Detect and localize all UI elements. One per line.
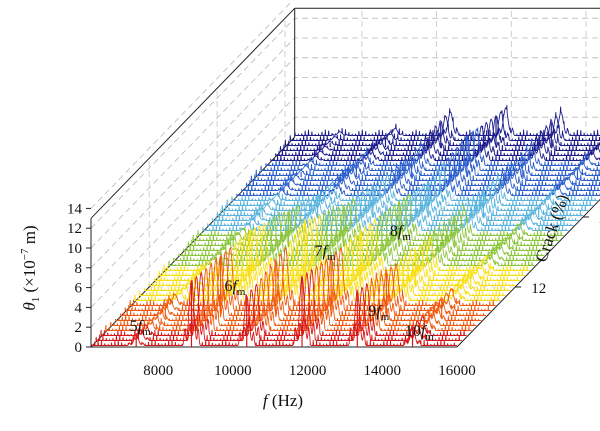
grid-line-y [90, 77, 600, 288]
spectrum-line [139, 233, 506, 297]
spectrum-line [182, 203, 550, 252]
spectrum-line [289, 110, 600, 142]
x-tick-label: 8000 [143, 363, 173, 379]
y-tick-label: 0 [75, 340, 83, 356]
spectrum-line [279, 118, 600, 152]
floor-left-edge [90, 136, 296, 348]
spectrum-line [216, 180, 584, 217]
spectrum-line [143, 225, 511, 292]
spectrum-line [274, 121, 600, 157]
harmonic-label: 8fm [390, 223, 411, 243]
harmonic-label: 6fm [224, 278, 245, 298]
right-base-edge [456, 198, 600, 348]
harmonic-annotations: 5fm 6fm 7fm 8fm 9fm 10fm [130, 223, 435, 343]
y-tick-label: 10 [67, 241, 82, 257]
spectrum-line [90, 274, 457, 347]
y-tick-label: 14 [67, 201, 83, 217]
spectrum-line [202, 189, 569, 232]
x-axis-label: f (Hz) [263, 391, 303, 410]
spectrum-line [269, 125, 600, 162]
spectrum-line [231, 162, 598, 202]
crack-axis-label: Crack (%) [531, 192, 572, 265]
floor-grid-line [307, 136, 512, 348]
harmonic-label: 5fm [130, 318, 151, 338]
top-left-edge [90, 7, 296, 219]
spectra-series [90, 105, 600, 347]
spectrum-line [148, 218, 516, 287]
x-tick-label: 10000 [214, 363, 252, 379]
y-tick-label: 8 [75, 261, 83, 277]
x-tick-label: 14000 [364, 363, 402, 379]
y-tick-label: 6 [75, 281, 83, 297]
tick-labels: 8000100001200014000160000246810121412264… [67, 201, 600, 379]
y-tick-label: 2 [75, 320, 83, 336]
y-tick-label: 4 [75, 300, 83, 316]
x-tick-label: 12000 [289, 363, 327, 379]
harmonic-label: 9fm [368, 303, 389, 323]
y-tick-label: 12 [67, 221, 82, 237]
crack-tick-label: 12 [531, 281, 546, 297]
x-tick-label: 16000 [438, 363, 476, 379]
grid-line-y [90, 17, 600, 229]
spectrum-line [172, 209, 540, 262]
y-axis-label: θ1 (×10−7 m) [19, 225, 42, 310]
harmonic-label: 7fm [314, 243, 335, 263]
harmonic-label: 10fm [405, 323, 434, 343]
spectrum-line [95, 271, 462, 342]
floor-grid-line [157, 136, 363, 348]
spectrum-line [211, 183, 579, 222]
spectrum-line [177, 206, 545, 257]
